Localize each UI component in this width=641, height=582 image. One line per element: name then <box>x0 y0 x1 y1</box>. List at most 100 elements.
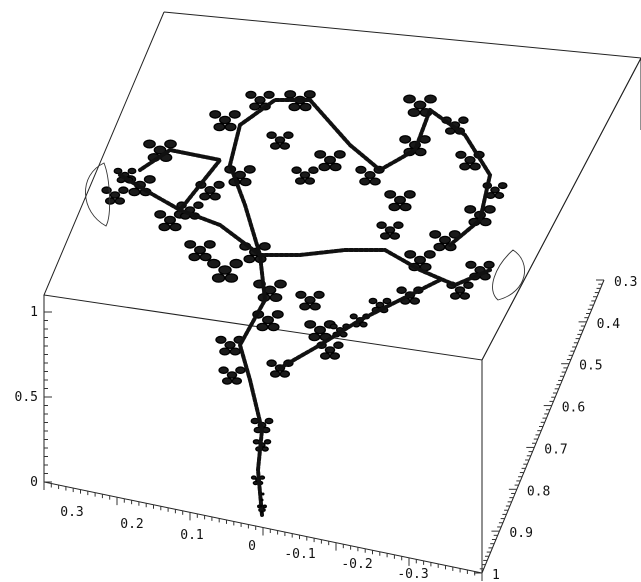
fractal-node <box>267 322 280 332</box>
fractal-node <box>113 167 123 175</box>
y-tick-label: 0.8 <box>527 484 550 499</box>
fractal-node <box>215 335 227 344</box>
fractal-node <box>319 352 331 360</box>
fractal-node <box>118 186 129 194</box>
z-axis: 00.51 <box>15 305 52 490</box>
fractal-node <box>221 377 233 385</box>
fractal-node <box>262 504 267 509</box>
y-tick-label: 0.5 <box>579 359 602 374</box>
fractal-node <box>243 254 256 264</box>
fractal-node <box>262 315 274 325</box>
fractal-node <box>463 281 474 289</box>
fractal-node <box>269 292 283 303</box>
fractal-node <box>389 232 401 240</box>
fractal-surface <box>101 90 508 517</box>
fractal-node <box>114 197 126 205</box>
fractal-tail-dot <box>261 492 265 496</box>
fractal-node <box>288 102 301 112</box>
fractal-node <box>235 366 246 374</box>
box-top-face <box>43 11 641 361</box>
fractal-node <box>384 190 397 199</box>
x-tick-label: 0.1 <box>180 528 203 543</box>
plot-box <box>43 11 641 574</box>
fractal-node <box>414 147 427 157</box>
right-loop <box>492 249 526 301</box>
fractal-node <box>303 90 316 99</box>
fractal-node <box>309 302 321 311</box>
fractal-node <box>299 171 311 179</box>
fractal-node <box>414 255 426 265</box>
fractal-node <box>324 346 336 354</box>
fractal-node <box>283 131 294 139</box>
y-tick-label: 0.9 <box>509 526 532 541</box>
fractal-node <box>304 320 317 329</box>
fractal-node <box>364 170 376 180</box>
fractal-node <box>318 162 331 172</box>
fractal-node <box>219 347 231 356</box>
fractal-node <box>399 202 412 212</box>
fractal-node <box>388 202 401 212</box>
fractal-node <box>263 439 272 445</box>
fractal-node <box>369 177 381 186</box>
y-tick-label: 0.3 <box>614 275 637 290</box>
fractal-chain <box>428 108 493 247</box>
fractal-node <box>143 175 156 184</box>
fractal-node <box>209 110 222 119</box>
fractal-node <box>218 366 229 374</box>
fractal-node <box>469 162 481 171</box>
fractal-node <box>188 252 201 262</box>
fractal-node <box>375 301 385 309</box>
x-tick-label: 0 <box>248 539 256 554</box>
fractal-node <box>271 310 284 319</box>
fractal-node <box>101 186 112 194</box>
fractal-tail-dot <box>260 510 264 514</box>
fractal-node <box>229 347 241 356</box>
fractal-node <box>403 94 416 104</box>
fractal-node <box>213 122 226 132</box>
fractal-node <box>158 222 171 232</box>
fractal-node <box>153 145 167 155</box>
fractal-node <box>211 273 226 283</box>
fractal-node <box>459 292 471 300</box>
fractal-node <box>213 180 225 189</box>
fractal-node <box>349 313 358 320</box>
fractal-node <box>264 417 274 425</box>
fractal-node <box>455 150 467 159</box>
fractal-node <box>368 297 378 305</box>
fractal-node <box>164 139 177 149</box>
x-tick-label: 0.2 <box>120 517 143 532</box>
fractal-node <box>433 242 446 252</box>
fractal-node <box>313 290 325 299</box>
fractal-node <box>274 136 286 144</box>
fractal-node <box>413 100 427 110</box>
y-tick-label: 0.6 <box>562 401 585 416</box>
z-tick-label: 0 <box>30 475 38 490</box>
fractal-node <box>194 245 206 255</box>
fractal-node <box>464 155 476 165</box>
fractal-node <box>329 162 342 172</box>
fractal-node <box>143 139 156 149</box>
box-front-edges <box>43 57 641 574</box>
fractal-node <box>199 192 211 201</box>
fractal-node <box>458 116 469 124</box>
fractal-node <box>295 290 307 299</box>
fractal-node <box>439 235 451 245</box>
fractal-node <box>245 90 257 99</box>
fractal-node <box>329 323 338 330</box>
fractal-node <box>254 95 266 105</box>
fractal-node <box>252 439 261 445</box>
fractal-node <box>169 222 182 232</box>
fractal-tail-dot <box>260 498 264 502</box>
fractal-node <box>355 165 367 174</box>
fractal-node <box>224 273 239 283</box>
fractal-node <box>423 250 436 259</box>
fractal-node <box>396 286 407 294</box>
fractal-node <box>203 240 216 249</box>
fractal-node <box>308 166 319 174</box>
fractal-node <box>263 90 275 99</box>
left-loop <box>85 162 111 227</box>
fractal-node <box>291 166 302 174</box>
fractal-node <box>224 340 236 350</box>
fractal-chain <box>237 253 268 517</box>
